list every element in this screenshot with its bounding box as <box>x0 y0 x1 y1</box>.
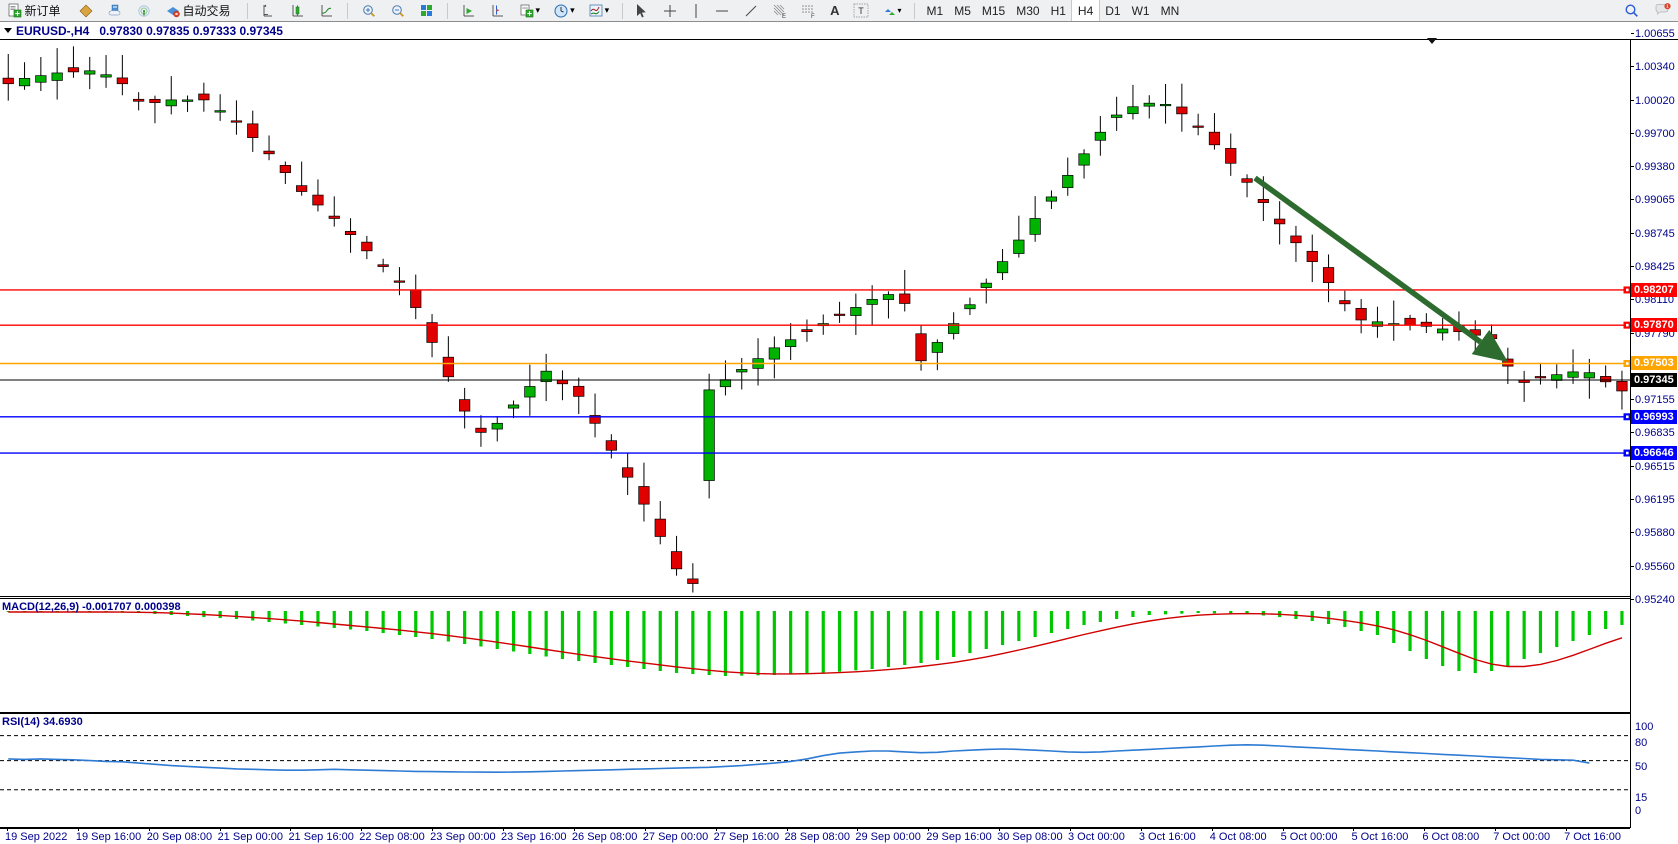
svg-text:T: T <box>858 6 864 16</box>
svg-text:F: F <box>811 14 815 19</box>
svg-text:E: E <box>782 14 786 19</box>
